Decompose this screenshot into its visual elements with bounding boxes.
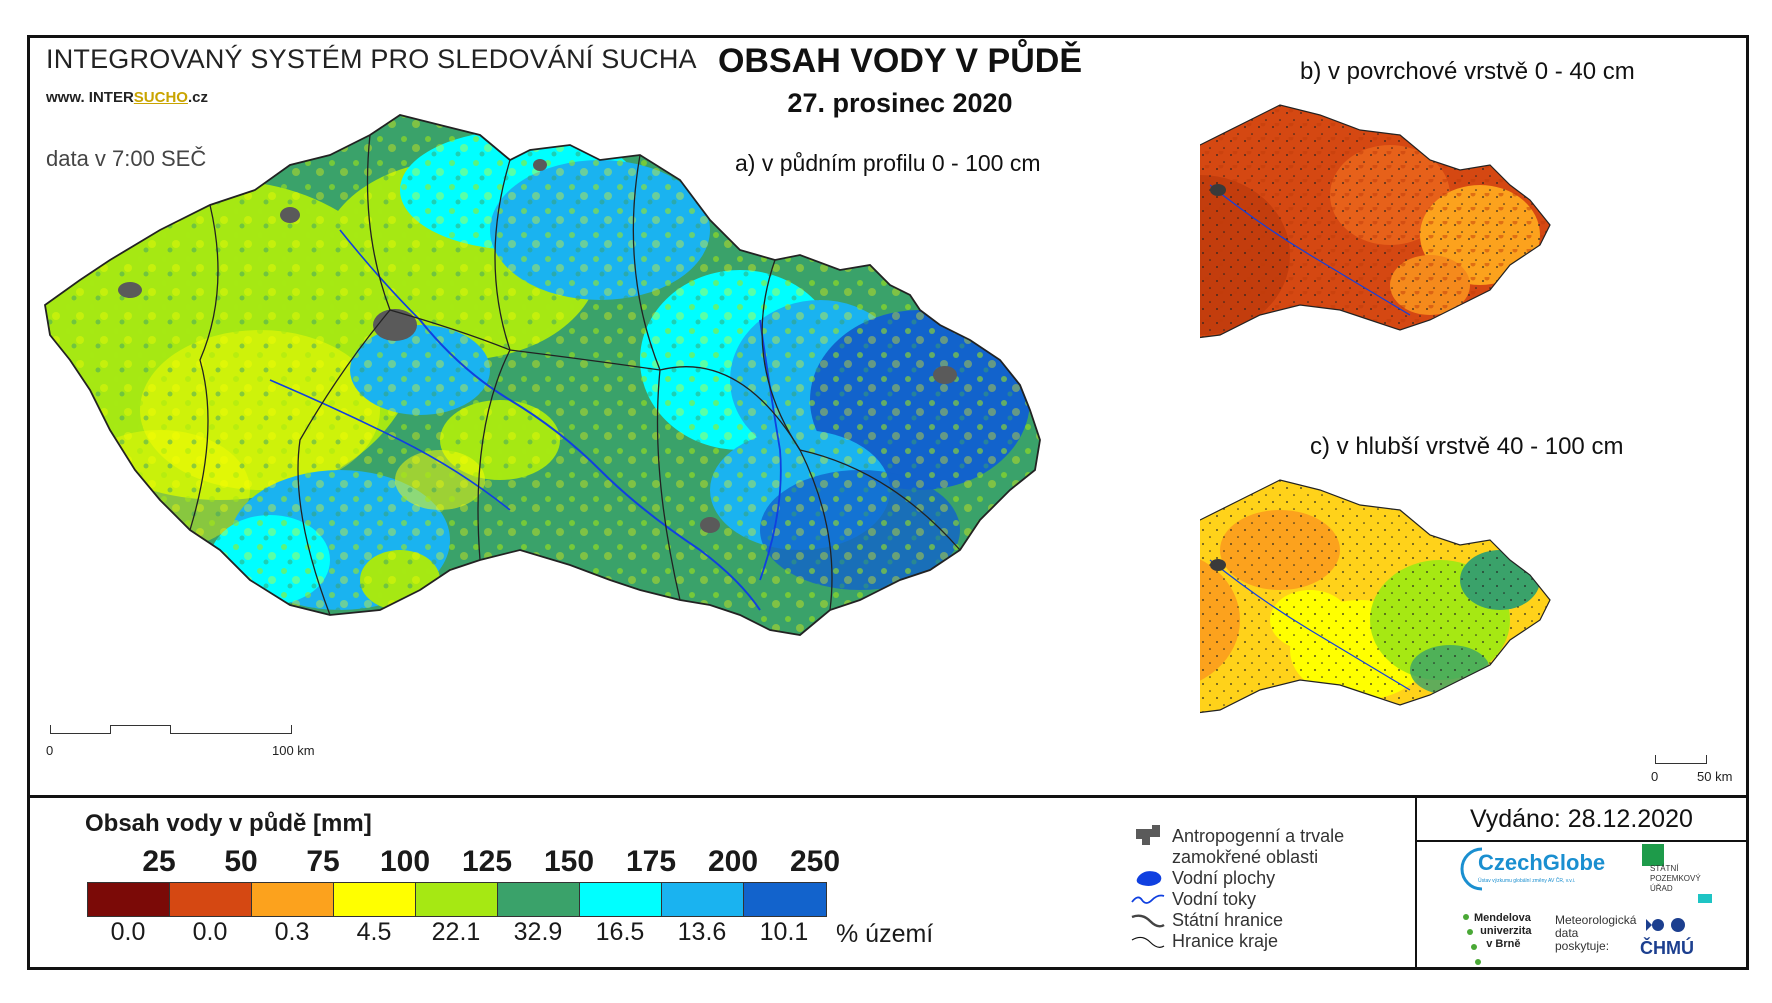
- data-time: data v 7:00 SEČ: [46, 146, 207, 171]
- met-line-1: Meteorologická: [1555, 913, 1637, 927]
- scale-bar-small: 0 50 km: [1651, 755, 1745, 785]
- legend-threshold: 75: [306, 845, 340, 878]
- legend-threshold: 175: [625, 845, 677, 878]
- legend-percent: 0.0: [110, 918, 146, 946]
- legend-percent: 22.1: [431, 918, 481, 946]
- legend-threshold: 250: [789, 845, 841, 878]
- percent-unit: % území: [836, 920, 934, 948]
- symbol-anthropogenic-label-2: zamokřené oblasti: [1172, 846, 1319, 867]
- legend-threshold: 150: [543, 845, 595, 878]
- legend-percent: 0.3: [274, 918, 310, 946]
- symbol-water-streams: Vodní toky: [1130, 888, 1256, 910]
- legend-threshold: 25: [142, 845, 176, 878]
- website-suffix: .cz: [187, 89, 208, 106]
- spu-line-2: POZEMKOVÝ: [1650, 874, 1701, 883]
- state-border-icon: [1131, 914, 1165, 928]
- partner-logos: CzechGlobe Ústav výzkumu globální změny …: [1460, 840, 1740, 965]
- symbol-water-bodies: Vodní plochy: [1130, 867, 1275, 889]
- legend-swatch: [744, 883, 826, 916]
- spu-line-1: STÁTNÍ: [1650, 864, 1679, 873]
- map-a-full-profile: [44, 114, 1041, 636]
- anthropogenic-area-icon: [1136, 825, 1160, 845]
- czechglobe-subtitle: Ústav výzkumu globální změny AV ČR, v.v.…: [1478, 878, 1576, 884]
- main-title: OBSAH VODY V PŮDĚ: [717, 42, 1082, 80]
- mendel-line-2: univerzita: [1480, 925, 1532, 937]
- scale-small-end: 50 km: [1697, 769, 1733, 784]
- legend-percent: 13.6: [677, 918, 727, 946]
- legend-swatch: [252, 883, 334, 916]
- symbol-state-border: Státní hranice: [1130, 909, 1283, 931]
- legend-percent: 16.5: [595, 918, 645, 946]
- legend-swatch: [88, 883, 170, 916]
- spu-logo-accent: [1698, 894, 1712, 903]
- chmu-name: ČHMÚ: [1640, 938, 1694, 958]
- mendel-university-logo: [1463, 914, 1481, 965]
- map-c-deeper-layer: [1200, 479, 1551, 716]
- website-link[interactable]: www. INTERSUCHO.cz: [46, 89, 208, 106]
- legend-threshold: 50: [224, 845, 258, 878]
- met-line-2: data: [1555, 926, 1579, 940]
- map-date: 27. prosinec 2020: [787, 88, 1013, 118]
- map-b-label: b) v povrchové vrstvě 0 - 40 cm: [1300, 58, 1635, 85]
- scale-main-zero: 0: [46, 743, 54, 758]
- legend-threshold: 125: [461, 845, 513, 878]
- mendel-line-1: Mendelova: [1474, 912, 1531, 924]
- symbol-water-bodies-label: Vodní plochy: [1172, 867, 1276, 888]
- legend-percent: 4.5: [356, 918, 392, 946]
- website-prefix: www. INTER: [46, 89, 134, 106]
- legend-percent: 10.1: [759, 918, 809, 946]
- website-highlight: SUCHO: [133, 89, 188, 106]
- footer-divider: [1415, 797, 1417, 970]
- legend-threshold: 200: [707, 845, 759, 878]
- legend-percent: 0.0: [192, 918, 228, 946]
- water-body-icon: [1136, 871, 1162, 886]
- symbol-anthropogenic-cont: zamokřené oblasti: [1172, 846, 1318, 868]
- legend-swatch: [416, 883, 498, 916]
- water-stream-icon: [1131, 894, 1165, 904]
- region-border-icon: [1131, 936, 1165, 948]
- scale-small-zero: 0: [1651, 769, 1659, 784]
- map-a-label: a) v půdním profilu 0 - 100 cm: [735, 150, 1041, 176]
- legend-percentages: 0.0 0.0 0.3 4.5 22.1 32.9 16.5 13.6 10.1: [87, 918, 827, 948]
- symbol-region-border-label: Hranice kraje: [1172, 930, 1279, 951]
- symbol-anthropogenic: Antropogenní a trvale: [1130, 825, 1344, 847]
- legend-title: Obsah vody v půdě [mm]: [85, 810, 372, 837]
- legend-thresholds: 25 50 75 100 125 150 175 200 250: [87, 845, 840, 878]
- map-b-surface-layer: [1200, 104, 1551, 341]
- issued-date: Vydáno: 28.12.2020: [1470, 805, 1693, 833]
- czechglobe-name: CzechGlobe: [1478, 850, 1606, 875]
- met-data-credit: Meteorologická data poskytuje:: [1555, 914, 1636, 953]
- symbol-water-streams-label: Vodní toky: [1172, 888, 1257, 909]
- legend-swatch: [334, 883, 416, 916]
- symbol-region-border: Hranice kraje: [1130, 930, 1278, 952]
- spu-name: STÁTNÍ POZEMKOVÝ ÚŘAD: [1650, 864, 1701, 894]
- legend-color-bar: [87, 882, 827, 917]
- legend-swatch: [580, 883, 662, 916]
- mendel-line-3: v Brně: [1486, 938, 1521, 950]
- legend-swatch: [662, 883, 744, 916]
- scale-main-end: 100 km: [272, 743, 315, 758]
- legend-swatch: [170, 883, 252, 916]
- spu-line-3: ÚŘAD: [1650, 884, 1673, 893]
- symbol-anthropogenic-label-1: Antropogenní a trvale: [1172, 825, 1345, 846]
- legend-threshold: 100: [379, 845, 431, 878]
- legend-percent: 32.9: [513, 918, 563, 946]
- chmu-logo-mark: [1646, 918, 1685, 932]
- legend-divider: [27, 795, 1749, 798]
- met-line-3: poskytuje:: [1555, 939, 1610, 953]
- czechglobe-logo: [1460, 847, 1483, 891]
- scale-bar-main: 0 100 km: [46, 725, 315, 765]
- map-c-label: c) v hlubší vrstvě 40 - 100 cm: [1310, 433, 1624, 460]
- mendel-name: Mendelova univerzita v Brně: [1474, 912, 1531, 951]
- legend-swatch: [498, 883, 580, 916]
- symbol-state-border-label: Státní hranice: [1172, 909, 1284, 930]
- issued-divider: [1417, 840, 1749, 842]
- spu-logo-mark: [1642, 844, 1664, 866]
- system-title: INTEGROVANÝ SYSTÉM PRO SLEDOVÁNÍ SUCHA: [46, 44, 697, 74]
